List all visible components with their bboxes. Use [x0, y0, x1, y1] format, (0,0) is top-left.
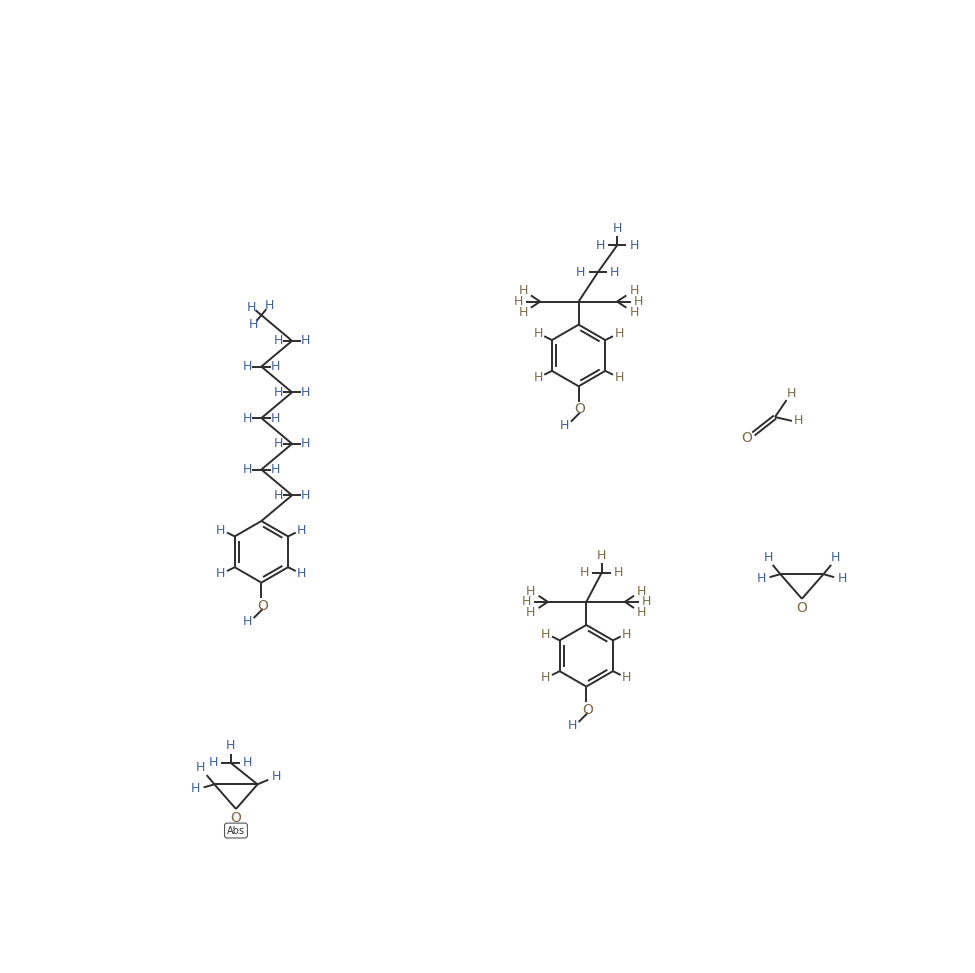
- Text: H: H: [274, 386, 283, 399]
- Text: H: H: [614, 327, 624, 341]
- Text: H: H: [634, 295, 644, 308]
- Text: H: H: [838, 572, 846, 586]
- Text: H: H: [301, 437, 311, 450]
- Text: H: H: [580, 566, 590, 579]
- Text: H: H: [526, 606, 535, 619]
- Text: H: H: [630, 238, 639, 252]
- Text: O: O: [741, 431, 752, 445]
- Text: H: H: [519, 284, 527, 298]
- Text: H: H: [526, 585, 535, 597]
- Text: H: H: [243, 615, 253, 629]
- Text: H: H: [270, 360, 280, 373]
- Text: H: H: [514, 295, 524, 308]
- Text: O: O: [797, 601, 807, 615]
- Text: Abs: Abs: [227, 825, 245, 836]
- Text: H: H: [271, 771, 281, 783]
- Text: H: H: [597, 549, 606, 562]
- Text: H: H: [596, 238, 604, 252]
- Text: H: H: [196, 761, 205, 774]
- Text: H: H: [630, 284, 639, 298]
- Text: O: O: [230, 811, 242, 825]
- Text: H: H: [243, 463, 253, 476]
- Text: H: H: [209, 756, 218, 770]
- Text: H: H: [758, 572, 766, 586]
- Text: H: H: [637, 606, 646, 619]
- Text: H: H: [297, 523, 306, 537]
- Text: H: H: [787, 387, 797, 401]
- Text: H: H: [622, 670, 632, 684]
- Text: H: H: [614, 371, 624, 383]
- Text: O: O: [582, 703, 594, 717]
- Text: H: H: [274, 488, 283, 502]
- Text: H: H: [226, 739, 235, 752]
- Text: O: O: [257, 598, 268, 613]
- Text: H: H: [216, 567, 225, 580]
- Text: H: H: [243, 360, 253, 373]
- Text: H: H: [642, 595, 651, 608]
- Text: H: H: [541, 670, 551, 684]
- Text: H: H: [274, 437, 283, 450]
- Text: H: H: [243, 756, 253, 770]
- Text: H: H: [243, 412, 253, 424]
- Text: H: H: [216, 523, 225, 537]
- Text: H: H: [614, 566, 623, 579]
- Text: H: H: [533, 327, 543, 341]
- Text: H: H: [270, 412, 280, 424]
- Text: H: H: [297, 567, 306, 580]
- Text: H: H: [560, 419, 569, 432]
- Text: H: H: [301, 488, 311, 502]
- Text: H: H: [763, 551, 773, 563]
- Text: H: H: [301, 386, 311, 399]
- Text: H: H: [522, 595, 531, 608]
- Text: H: H: [795, 414, 803, 427]
- Text: H: H: [191, 782, 201, 796]
- Text: H: H: [622, 628, 632, 640]
- Text: O: O: [574, 403, 586, 416]
- Text: H: H: [610, 266, 619, 279]
- Text: H: H: [249, 318, 258, 331]
- Text: H: H: [519, 306, 527, 319]
- Text: H: H: [301, 335, 311, 347]
- Text: H: H: [274, 335, 283, 347]
- Text: H: H: [831, 551, 840, 563]
- Text: H: H: [541, 628, 551, 640]
- Text: H: H: [270, 463, 280, 476]
- Text: H: H: [533, 371, 543, 383]
- Text: H: H: [576, 266, 586, 279]
- Text: H: H: [567, 719, 577, 733]
- Text: H: H: [264, 299, 274, 312]
- Text: H: H: [637, 585, 646, 597]
- Text: H: H: [612, 222, 622, 234]
- Text: H: H: [248, 301, 256, 313]
- Text: H: H: [630, 306, 639, 319]
